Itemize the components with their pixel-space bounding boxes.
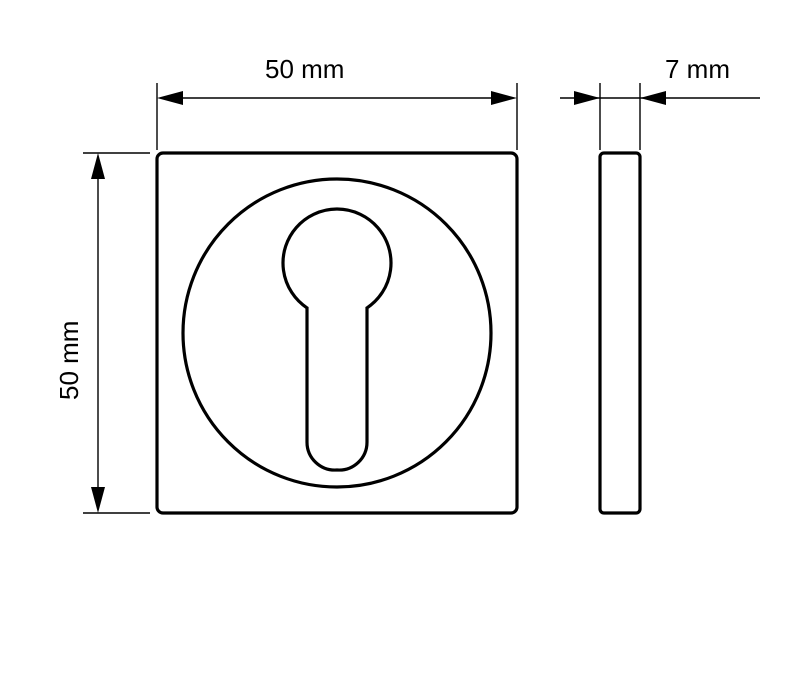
dimension-width-50mm: 50 mm <box>157 54 517 150</box>
dimension-width-label: 50 mm <box>265 54 344 84</box>
dimension-height-label: 50 mm <box>54 321 84 400</box>
side-plate <box>600 153 640 513</box>
keyhole <box>283 209 391 470</box>
dimension-height-50mm: 50 mm <box>54 153 150 513</box>
plate-square <box>157 153 517 513</box>
dimension-depth-7mm: 7 mm <box>560 54 760 150</box>
side-view <box>600 153 640 513</box>
dimension-depth-label: 7 mm <box>665 54 730 84</box>
outer-circle <box>183 179 491 487</box>
front-view <box>157 153 517 513</box>
technical-drawing: 50 mm 50 mm 7 mm <box>0 0 800 700</box>
